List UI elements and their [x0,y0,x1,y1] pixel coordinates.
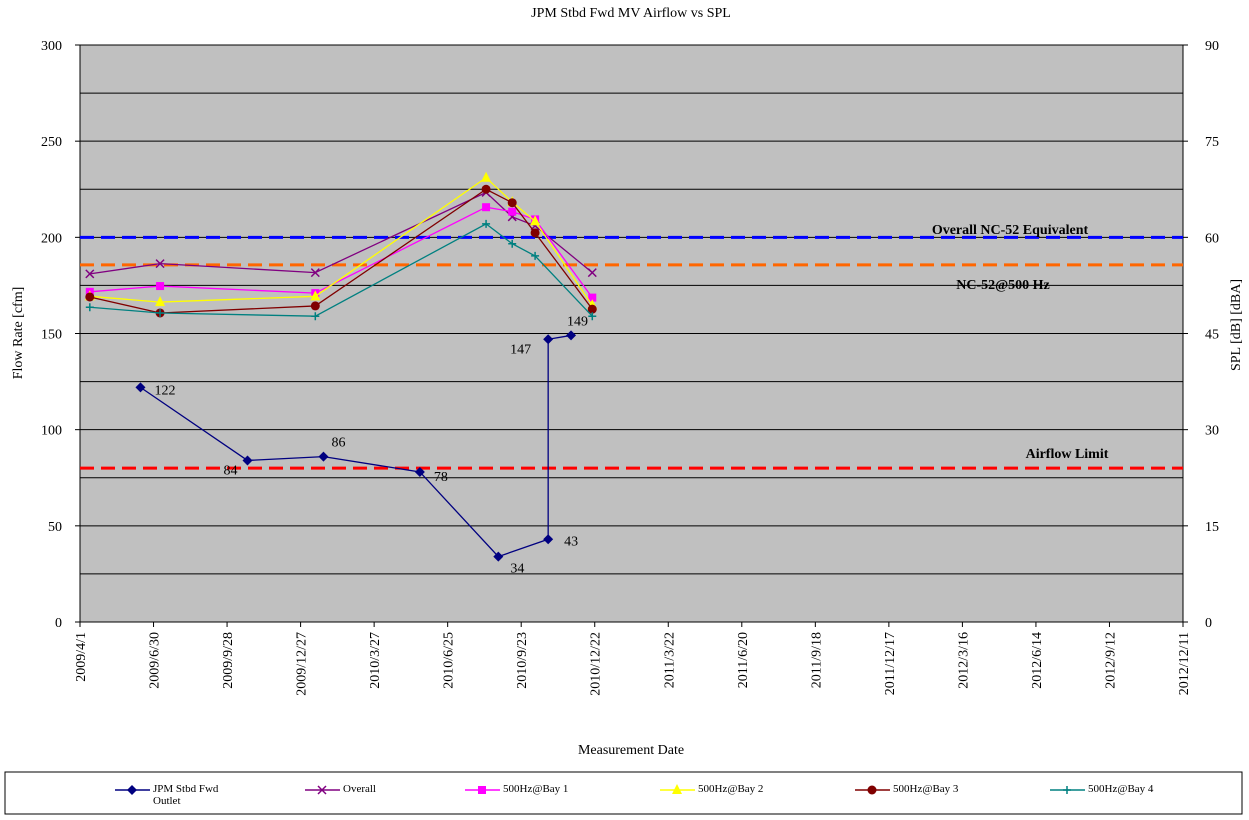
reference-label: Airflow Limit [1026,447,1109,462]
data-point [135,382,146,393]
data-point [531,251,540,260]
legend-marker [672,784,682,794]
x-tick-label: 2012/6/14 [1030,632,1045,689]
data-point [85,269,95,279]
data-point [508,239,517,248]
data-label: 122 [154,383,175,398]
legend-item: 500Hz@Bay 2 [698,783,764,795]
data-point [156,282,165,291]
data-point [588,293,597,302]
data-point [310,301,320,311]
x-tick-label: 2010/9/23 [515,632,530,689]
y2-tick-label: 30 [1205,424,1219,439]
legend-marker [1063,786,1071,794]
y2-tick-label: 60 [1205,231,1219,246]
legend-label: 500Hz@Bay 1 [503,783,569,795]
x-tick-label: 2011/3/22 [662,632,677,688]
y-axis-title: Flow Rate [cfm] [11,287,26,380]
legend-item: JPM Stbd Fwd Outlet [153,783,219,807]
legend-label: 500Hz@Bay 3 [893,783,959,795]
legend-item: 500Hz@Bay 4 [1088,783,1154,795]
x-tick-label: 2011/9/18 [809,632,824,688]
legend-marker [317,785,327,795]
y-tick-label: 50 [48,520,62,535]
data-point [530,228,540,238]
data-point [481,184,491,194]
data-point [310,290,321,301]
x-tick-label: 2012/12/11 [1177,632,1192,695]
data-point [587,268,597,278]
x-axis-title: Measurement Date [578,743,684,758]
x-tick-label: 2012/3/16 [956,632,971,689]
data-point [482,203,491,212]
data-point [493,551,504,562]
x-tick-label: 2011/6/20 [736,632,751,688]
legend-item: 500Hz@Bay 3 [893,783,959,795]
legend-item: Overall [343,783,376,795]
data-point [481,171,492,182]
x-tick-label: 2010/6/25 [442,632,457,689]
data-point [566,330,577,341]
x-tick-label: 2010/12/22 [589,632,604,696]
data-point [588,312,597,321]
x-tick-label: 2009/12/27 [295,632,310,696]
legend-label: JPM Stbd Fwd Outlet [153,783,219,807]
data-point [543,534,554,545]
y-tick-label: 0 [55,616,62,631]
data-point [311,312,320,321]
y2-tick-label: 90 [1205,39,1219,54]
legend-marker [127,785,137,795]
legend-marker [867,785,877,795]
data-point [155,296,166,307]
data-point [507,198,517,208]
legend-box [4,771,1243,815]
data-label: 34 [510,562,524,577]
y-tick-label: 100 [41,424,62,439]
data-point [156,308,165,317]
data-point [414,466,425,477]
y-tick-label: 150 [41,328,62,343]
data-label: 149 [567,314,588,329]
legend-label: 500Hz@Bay 2 [698,783,764,795]
data-point [85,292,95,302]
x-tick-label: 2011/12/17 [883,632,898,695]
data-point [155,259,165,269]
reference-label: Overall NC-52 Equivalent [932,223,1089,238]
chart-title: JPM Stbd Fwd MV Airflow vs SPL [531,6,731,21]
legend-item: 500Hz@Bay 1 [503,783,569,795]
y2-tick-label: 0 [1205,616,1212,631]
data-point [242,455,253,466]
data-point [508,207,517,216]
legend-label: Overall [343,783,376,795]
y2-tick-label: 15 [1205,520,1219,535]
data-point [543,334,554,345]
data-point [530,215,541,226]
data-label: 147 [510,342,531,357]
y-tick-label: 200 [41,231,62,246]
data-point [587,304,597,314]
reference-label: NC-52@500 Hz [956,278,1050,293]
x-tick-label: 2009/6/30 [148,632,163,689]
legend-marker [478,786,486,794]
series-line [140,334,572,558]
data-label: 43 [564,534,578,549]
y2-tick-label: 75 [1205,135,1219,150]
x-tick-label: 2009/4/1 [74,632,89,682]
data-point [318,451,329,462]
y2-axis-title: SPL [dB] [dBA] [1229,279,1244,371]
data-label: 84 [223,463,237,478]
data-label: 78 [434,470,448,485]
x-tick-label: 2012/9/12 [1103,632,1118,689]
y-tick-label: 250 [41,135,62,150]
data-label: 86 [331,436,345,451]
data-point [310,268,320,278]
data-point [482,219,491,228]
x-tick-label: 2010/3/27 [368,632,383,689]
data-point [85,303,94,312]
y-tick-label: 300 [41,39,62,54]
x-tick-label: 2009/9/28 [221,632,236,689]
y2-tick-label: 45 [1205,328,1219,343]
legend-label: 500Hz@Bay 4 [1088,783,1154,795]
